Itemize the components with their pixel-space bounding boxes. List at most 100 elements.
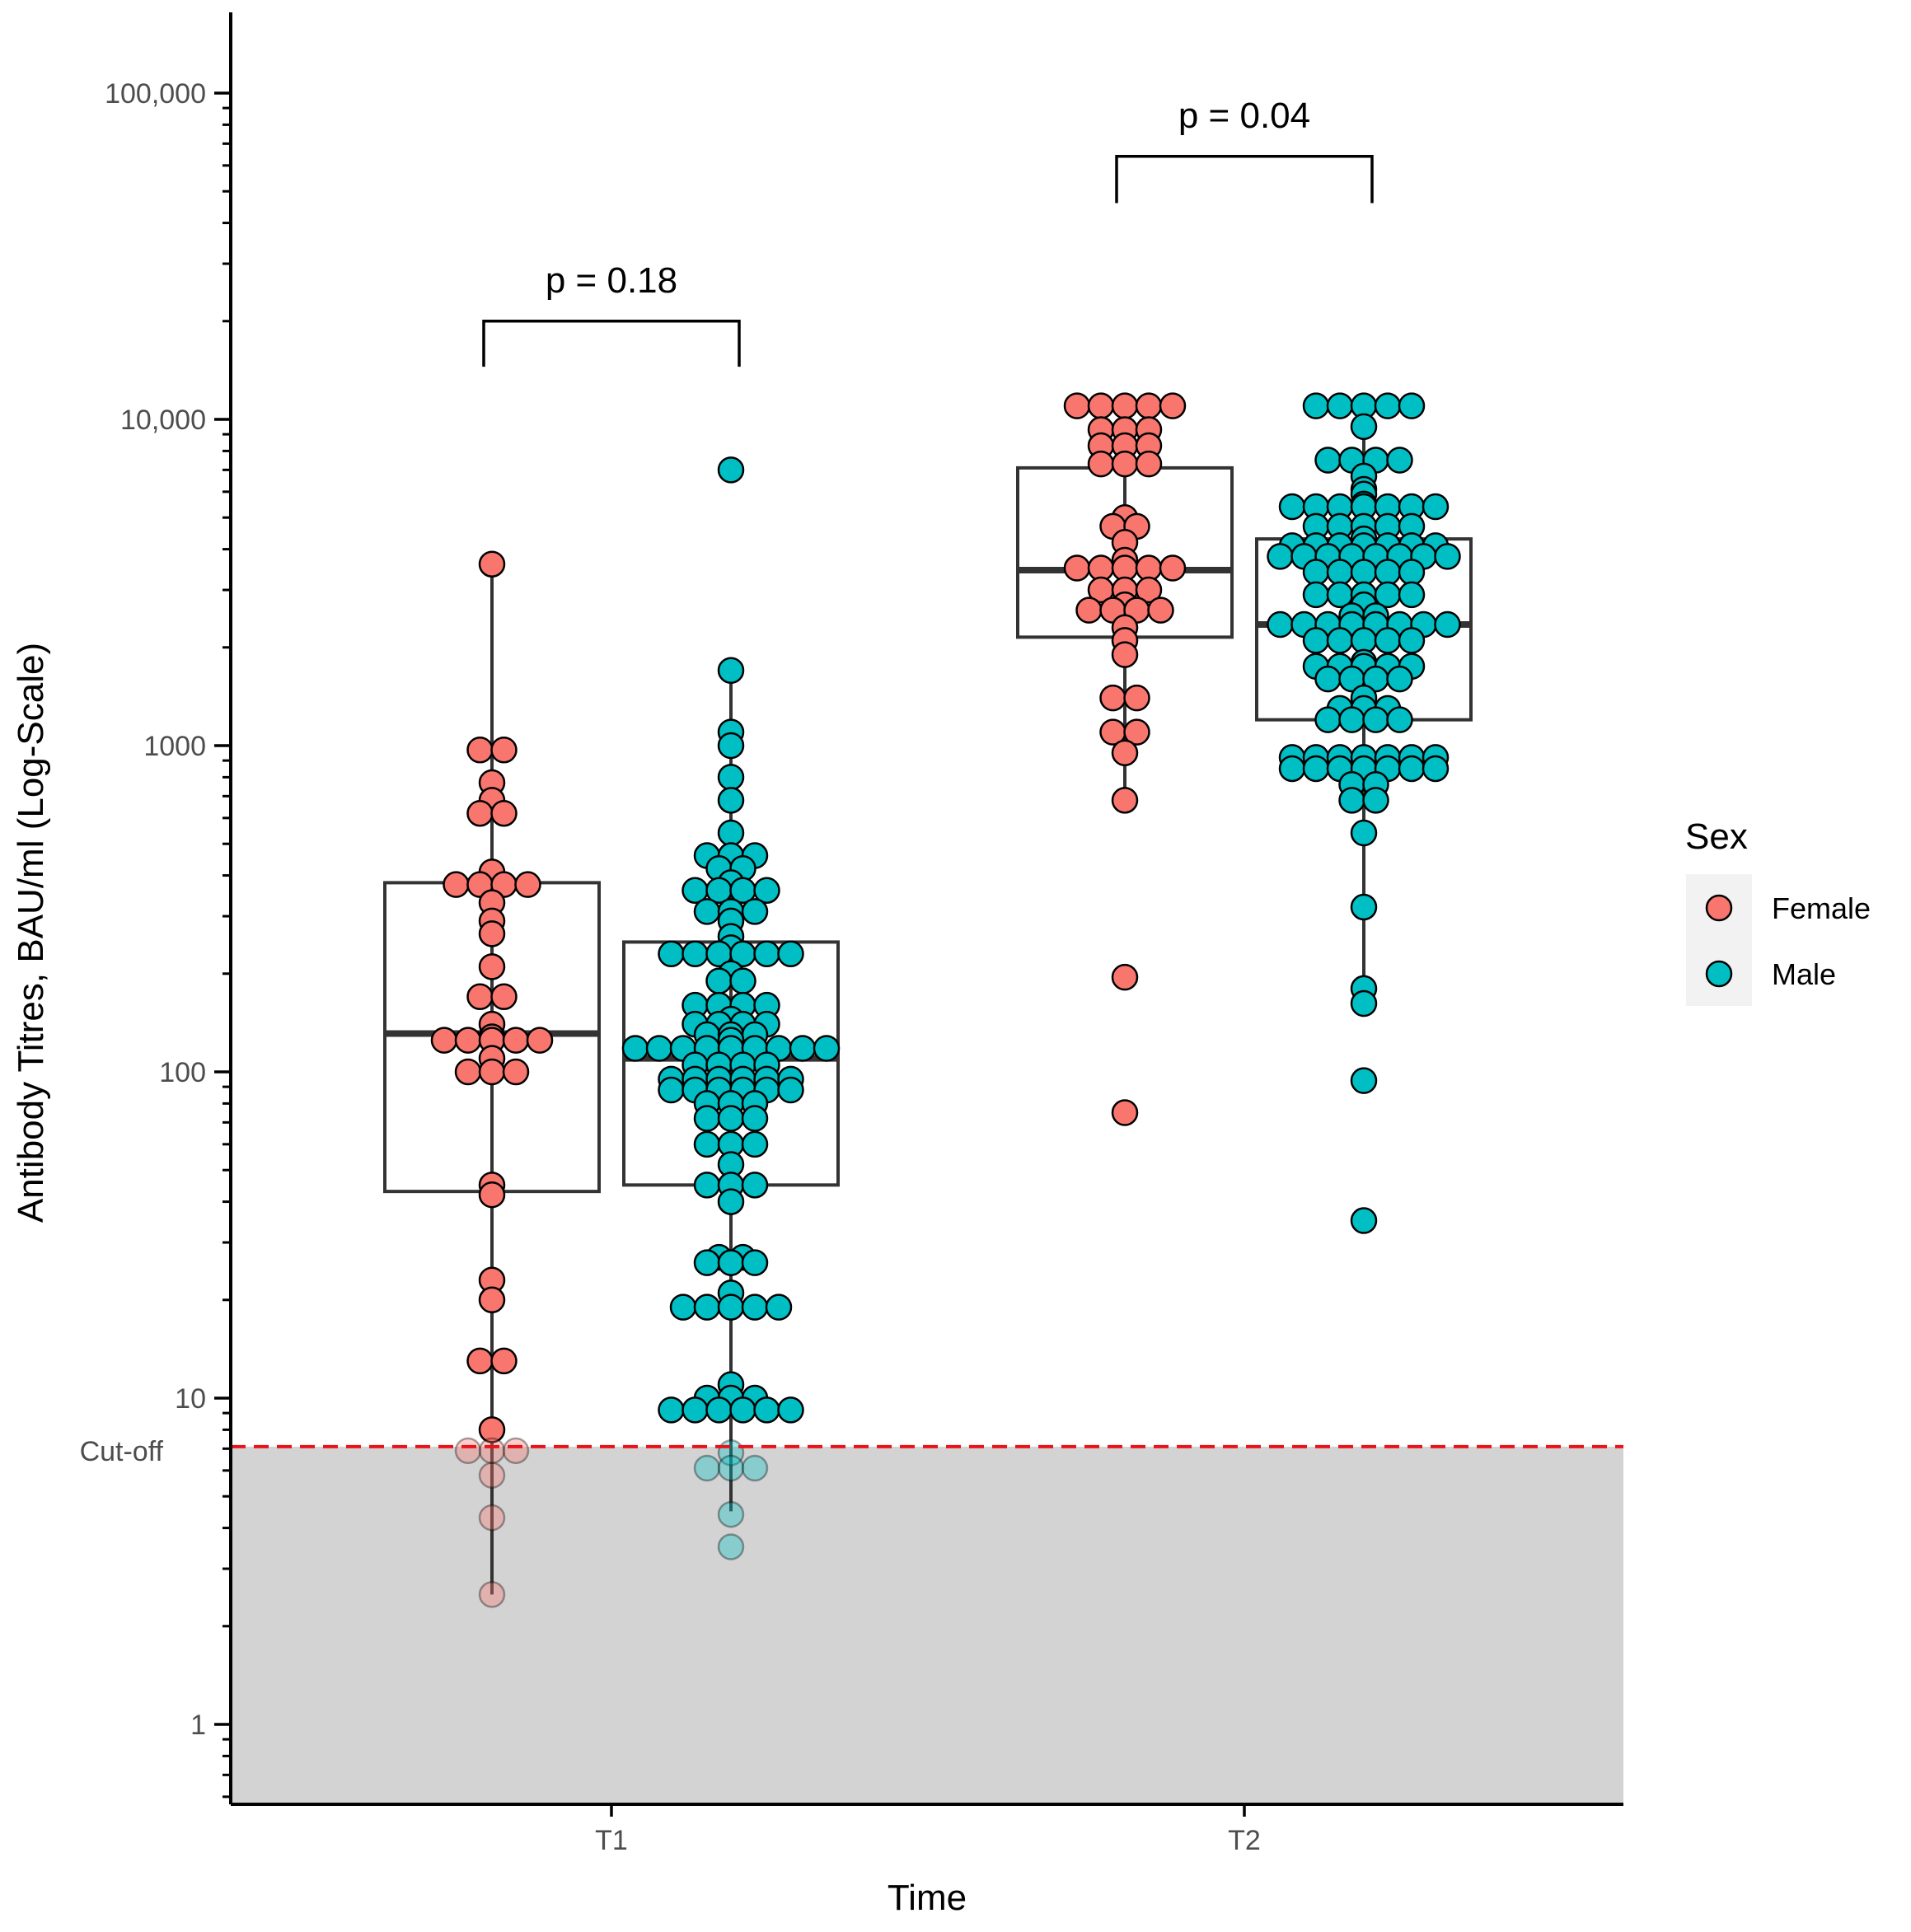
- legend-title: Sex: [1685, 816, 1748, 857]
- point-t1-male-93: [741, 1293, 769, 1321]
- p-value-label-1: p = 0.04: [1178, 96, 1310, 136]
- point-t1-male-24: [681, 940, 709, 968]
- point-t1-male-103: [753, 1396, 780, 1424]
- x-tick-label-0: T1: [595, 1825, 628, 1856]
- legend-label-male: Male: [1772, 957, 1836, 991]
- point-t2-male-93: [1278, 755, 1306, 783]
- axes: 1 10 100 1000 10,000 100,000 T1 T2: [105, 12, 1623, 1856]
- point-t1-female-8: [443, 871, 470, 898]
- point-t1-female-26: [454, 1058, 482, 1086]
- point-t1-male-104: [777, 1396, 804, 1424]
- point-t2-female-13: [1135, 450, 1163, 478]
- data-points: [430, 392, 1461, 1608]
- point-t1-male-101: [705, 1396, 733, 1424]
- point-t2-male-62: [1434, 610, 1461, 639]
- point-t2-male-84: [1362, 706, 1389, 733]
- point-t2-male-83: [1338, 706, 1365, 733]
- point-t2-male-20: [1422, 493, 1450, 521]
- below-cutoff-region: [231, 1446, 1623, 1804]
- legend-key-female: [1705, 894, 1733, 922]
- point-t1-male-109: [717, 1500, 745, 1528]
- point-t2-male-34: [1267, 543, 1294, 570]
- point-t2-male-67: [1398, 627, 1426, 654]
- point-t2-male-1: [1326, 392, 1354, 419]
- significance-bracket-1: [1115, 155, 1374, 203]
- point-t1-male-87: [717, 1249, 745, 1276]
- point-t1-male-94: [765, 1293, 793, 1321]
- point-t1-male-78: [741, 1130, 769, 1158]
- point-t1-male-3: [717, 732, 745, 760]
- point-t1-male-73: [693, 1105, 721, 1132]
- point-t2-male-6: [1314, 447, 1342, 474]
- cutoff-label: Cut-off: [80, 1436, 164, 1467]
- point-t1-male-23: [658, 940, 685, 968]
- y-tick-label-1: 10: [175, 1383, 206, 1415]
- legend-key-male: [1705, 960, 1733, 988]
- point-t1-male-0: [717, 456, 745, 484]
- x-tick-label-1: T2: [1228, 1825, 1261, 1856]
- point-t2-male-47: [1302, 581, 1330, 609]
- point-t1-male-110: [717, 1533, 745, 1560]
- point-t1-male-82: [741, 1172, 769, 1199]
- point-t1-male-4: [717, 764, 745, 791]
- point-t2-male-108: [1350, 1067, 1378, 1094]
- point-t1-male-30: [705, 967, 733, 994]
- point-t2-female-42: [1111, 1099, 1139, 1126]
- point-t1-male-6: [717, 819, 745, 847]
- point-t2-male-64: [1326, 627, 1354, 654]
- point-t1-female-1: [466, 736, 494, 764]
- point-t2-male-85: [1386, 706, 1413, 733]
- point-t1-male-100: [681, 1396, 709, 1424]
- point-t2-male-66: [1374, 627, 1402, 654]
- point-t1-male-92: [717, 1293, 745, 1321]
- point-t2-male-107: [1350, 989, 1378, 1017]
- point-t1-male-90: [669, 1293, 697, 1321]
- point-t1-male-76: [693, 1130, 721, 1158]
- point-t1-female-30: [478, 1181, 506, 1209]
- point-t1-male-17: [693, 898, 721, 925]
- point-t2-male-103: [1362, 787, 1389, 814]
- point-t2-male-45: [1374, 559, 1402, 586]
- point-t1-female-39: [478, 1462, 506, 1489]
- point-t2-male-94: [1302, 755, 1330, 783]
- point-t2-male-9: [1386, 447, 1413, 474]
- point-t2-male-105: [1350, 893, 1378, 921]
- point-t2-female-1: [1087, 392, 1115, 419]
- point-t1-female-37: [478, 1437, 506, 1465]
- point-t1-female-15: [478, 953, 506, 980]
- point-t2-male-99: [1422, 755, 1450, 783]
- point-t1-female-16: [466, 983, 494, 1010]
- point-t2-male-55: [1267, 610, 1294, 639]
- y-tick-label-2: 100: [159, 1057, 206, 1088]
- point-t1-female-23: [502, 1027, 530, 1054]
- point-t1-male-45: [621, 1035, 649, 1062]
- point-t2-female-2: [1111, 392, 1139, 419]
- point-t2-female-4: [1159, 392, 1187, 419]
- point-t2-male-82: [1314, 706, 1342, 733]
- point-t1-male-16: [753, 877, 780, 904]
- point-t2-female-12: [1111, 450, 1139, 478]
- point-t2-male-102: [1338, 787, 1365, 814]
- point-t2-female-31: [1147, 596, 1174, 624]
- x-axis-title: Time: [888, 1878, 967, 1918]
- point-t1-male-99: [658, 1396, 685, 1424]
- legend-label-female: Female: [1772, 891, 1871, 925]
- point-t1-male-64: [658, 1076, 685, 1104]
- point-t2-female-23: [1159, 554, 1187, 582]
- point-t2-male-0: [1302, 392, 1330, 419]
- point-t2-female-38: [1123, 718, 1150, 746]
- point-t2-female-40: [1111, 787, 1139, 814]
- point-t1-male-86: [693, 1249, 721, 1276]
- point-t1-female-11: [514, 871, 541, 898]
- point-t1-female-24: [526, 1027, 554, 1054]
- point-t1-female-41: [478, 1581, 506, 1608]
- point-t1-female-6: [490, 799, 518, 827]
- point-t1-male-83: [717, 1188, 745, 1215]
- point-t2-male-14: [1278, 493, 1306, 521]
- point-t1-male-52: [789, 1035, 817, 1062]
- point-t1-male-1: [717, 657, 745, 684]
- y-tick-label-4: 10,000: [120, 405, 206, 436]
- point-t1-female-5: [466, 799, 494, 827]
- point-t1-male-88: [741, 1249, 769, 1276]
- point-t1-male-75: [741, 1105, 769, 1132]
